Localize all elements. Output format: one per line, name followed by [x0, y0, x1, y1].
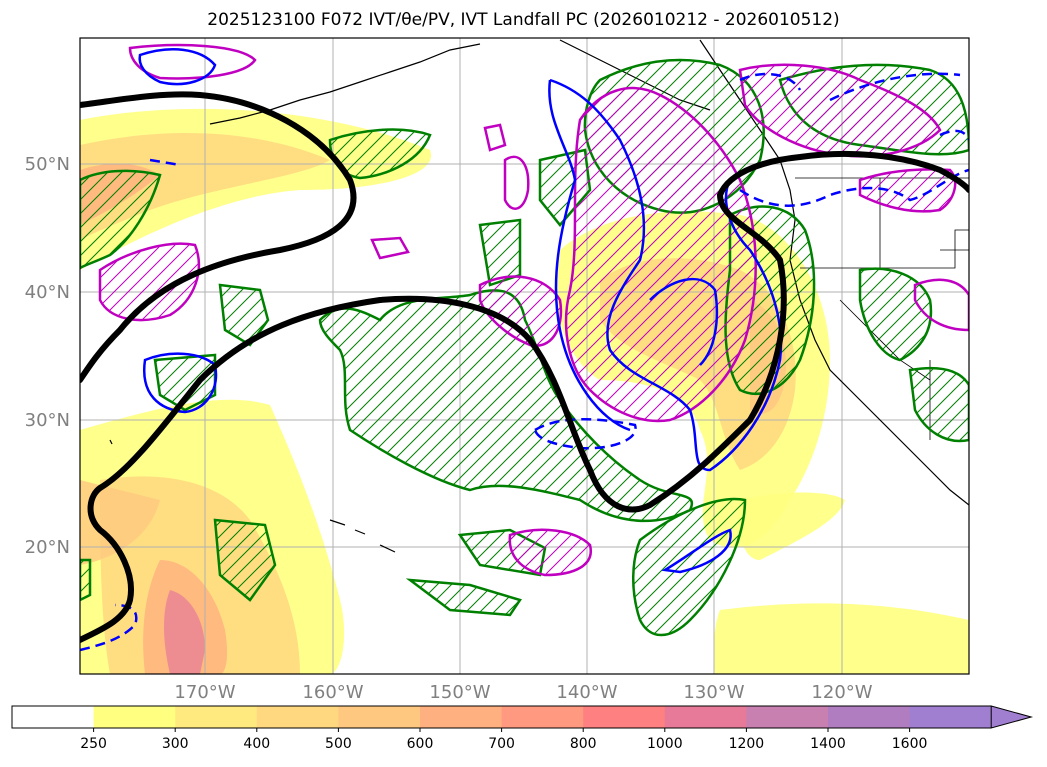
- pc-contours: [80, 91, 969, 643]
- lat-label: 20°N: [25, 537, 70, 558]
- colorbar-segment: [256, 706, 339, 728]
- colorbar-segment: [93, 706, 176, 728]
- colorbar-segment: [664, 706, 747, 728]
- colorbar-tick-label: 300: [162, 736, 189, 752]
- colorbar-segment: [12, 706, 95, 728]
- lon-label: 160°W: [302, 682, 363, 703]
- colorbar-tick-label: 1000: [647, 736, 683, 752]
- map-frame: [79, 37, 970, 675]
- lat-label: 50°N: [25, 154, 70, 175]
- lat-label: 40°N: [25, 282, 70, 303]
- colorbar-segment: [909, 706, 992, 728]
- colorbar: [11, 705, 1034, 729]
- negative-contours: [80, 48, 969, 652]
- colorbar-segment: [420, 706, 503, 728]
- colorbar-labels: 250 300 400 500 600 700 800 1000 1200 1400 1600: [80, 728, 927, 752]
- colorbar-extend-arrow: [990, 705, 1034, 729]
- colorbar-tick-label: 1200: [729, 736, 765, 752]
- colorbar-segment: [175, 706, 258, 728]
- lon-label: 150°W: [429, 682, 490, 703]
- colorbar-tick-label: 600: [407, 736, 434, 752]
- colorbar-segment: [501, 706, 584, 728]
- lon-label: 130°W: [683, 682, 744, 703]
- colorbar-segment: [746, 706, 829, 728]
- colorbar-tick-label: 250: [80, 736, 107, 752]
- colorbar-tick-label: 1400: [810, 736, 846, 752]
- lon-label: 170°W: [174, 682, 235, 703]
- pv-contours: [98, 43, 969, 577]
- colorbar-tick-label: 800: [570, 736, 597, 752]
- colorbar-tick-label: 400: [243, 736, 270, 752]
- lon-label: 120°W: [811, 682, 872, 703]
- colorbar-segment: [338, 706, 421, 728]
- colorbar-segment: [828, 706, 911, 728]
- lat-label: 30°N: [25, 410, 70, 431]
- theta-e-contours: [80, 58, 969, 637]
- colorbar-segment: [583, 706, 666, 728]
- lon-label: 140°W: [556, 682, 617, 703]
- colorbar-tick-label: 700: [488, 736, 515, 752]
- colorbar-tick-label: 500: [325, 736, 352, 752]
- colorbar-tick-label: 1600: [892, 736, 928, 752]
- figure-title: 2025123100 F072 IVT/θe/PV, IVT Landfall …: [207, 10, 840, 30]
